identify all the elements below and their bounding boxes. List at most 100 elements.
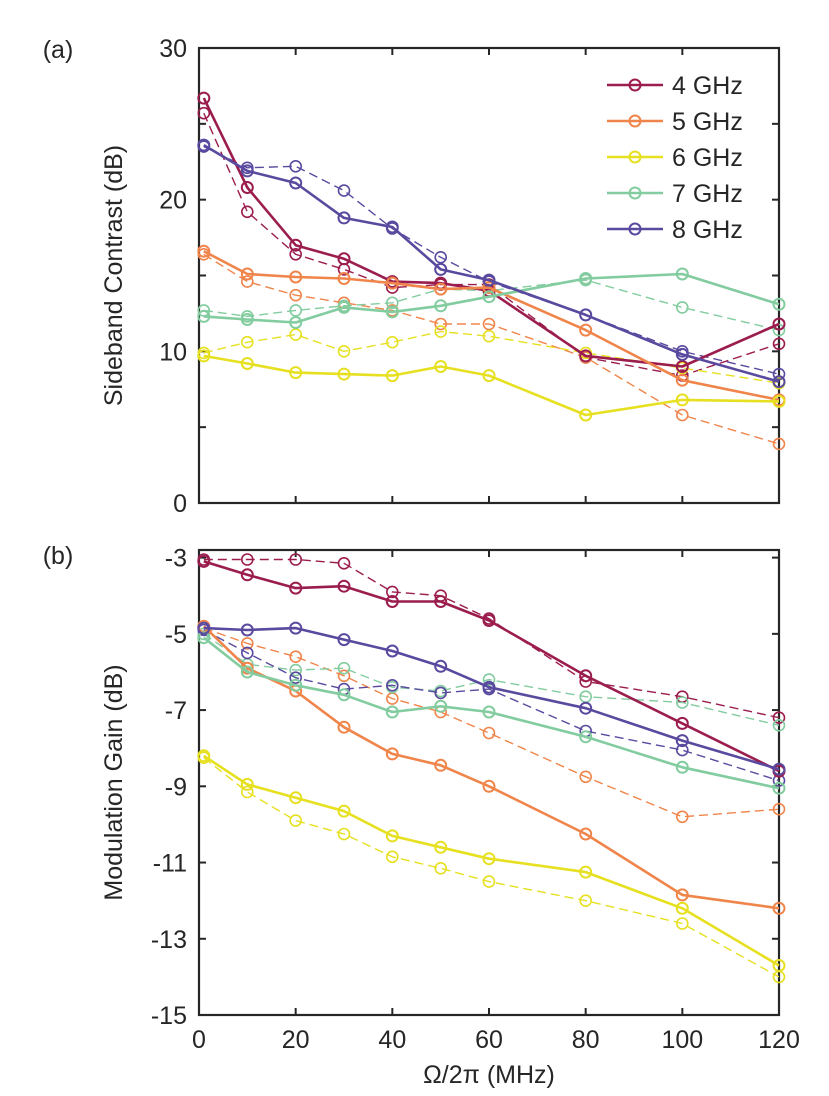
data-point bbox=[289, 650, 303, 664]
data-point bbox=[675, 301, 689, 314]
data-point bbox=[385, 369, 399, 383]
data-point bbox=[675, 734, 689, 748]
data-point bbox=[772, 394, 786, 408]
data-point bbox=[675, 393, 689, 407]
data-point bbox=[434, 861, 448, 875]
data-point bbox=[482, 680, 496, 694]
data-point bbox=[197, 631, 211, 645]
data-point bbox=[241, 205, 254, 219]
x-tick-label: 120 bbox=[758, 1026, 800, 1054]
data-point bbox=[289, 316, 303, 329]
series-5ghz-solid bbox=[197, 244, 786, 407]
data-point bbox=[385, 747, 399, 761]
x-tick-label: 80 bbox=[572, 1026, 600, 1054]
data-point bbox=[337, 211, 351, 225]
x-tick-label: 20 bbox=[282, 1026, 310, 1054]
series-6ghz-solid bbox=[197, 349, 786, 422]
data-point bbox=[337, 633, 351, 647]
data-point bbox=[772, 437, 786, 451]
data-point bbox=[197, 309, 211, 323]
data-point bbox=[337, 556, 351, 570]
data-point bbox=[385, 850, 399, 864]
x-tick-label: 100 bbox=[661, 1026, 703, 1054]
data-point bbox=[772, 781, 786, 795]
data-point bbox=[337, 184, 351, 197]
data-point bbox=[337, 669, 351, 683]
data-point bbox=[675, 696, 689, 709]
data-point bbox=[579, 730, 593, 744]
data-point bbox=[337, 272, 351, 285]
data-point bbox=[289, 304, 303, 317]
data-point bbox=[385, 296, 399, 310]
y-axis-label: Sideband Contrast (dB) bbox=[100, 145, 128, 406]
data-point bbox=[289, 791, 303, 805]
legend-item: 4 GHz bbox=[607, 72, 743, 100]
data-point bbox=[675, 917, 689, 930]
data-point bbox=[772, 718, 786, 732]
data-point bbox=[240, 313, 254, 326]
data-point bbox=[482, 369, 496, 383]
series-line bbox=[203, 250, 780, 402]
y-tick-label: 20 bbox=[159, 187, 187, 215]
y-tick-label: -11 bbox=[153, 850, 187, 878]
series-line bbox=[203, 272, 780, 324]
series-line bbox=[203, 279, 780, 331]
legend-label: 4 GHz bbox=[672, 72, 743, 100]
data-point bbox=[579, 701, 593, 715]
data-point bbox=[482, 875, 496, 888]
data-point bbox=[197, 91, 211, 105]
data-point bbox=[337, 827, 351, 841]
data-point bbox=[579, 308, 593, 322]
series-8ghz-solid bbox=[197, 138, 786, 389]
data-point bbox=[434, 758, 448, 772]
data-point bbox=[289, 663, 303, 677]
y-tick-label: -5 bbox=[165, 621, 187, 649]
data-point bbox=[197, 304, 211, 317]
data-point bbox=[772, 317, 786, 331]
series-line bbox=[202, 636, 780, 790]
data-point bbox=[385, 276, 399, 290]
data-point bbox=[289, 328, 303, 341]
series-7ghz-solid bbox=[197, 267, 786, 329]
data-point bbox=[579, 669, 593, 683]
data-point bbox=[579, 323, 593, 337]
series-line bbox=[203, 253, 780, 445]
data-point bbox=[772, 337, 786, 351]
data-point bbox=[385, 644, 399, 658]
x-tick-label: 60 bbox=[475, 1026, 503, 1054]
legend-label: 5 GHz bbox=[672, 108, 743, 136]
data-point bbox=[240, 267, 254, 281]
data-point bbox=[197, 106, 211, 120]
data-point bbox=[434, 325, 448, 338]
data-point bbox=[579, 272, 593, 285]
data-point bbox=[675, 267, 689, 281]
data-point bbox=[197, 621, 211, 635]
data-point bbox=[675, 347, 689, 361]
data-point bbox=[289, 581, 303, 595]
legend-marker bbox=[628, 222, 642, 236]
data-point bbox=[772, 802, 786, 816]
data-point bbox=[337, 252, 351, 266]
data-point bbox=[385, 305, 399, 319]
data-point bbox=[289, 621, 303, 635]
data-point bbox=[772, 711, 786, 725]
data-point bbox=[434, 317, 448, 331]
data-point bbox=[579, 894, 593, 908]
data-point bbox=[289, 248, 303, 261]
y-tick-label: -3 bbox=[165, 545, 187, 573]
series-4ghz-solid bbox=[197, 554, 786, 778]
data-point bbox=[241, 785, 254, 799]
data-point bbox=[197, 749, 211, 763]
data-point bbox=[482, 779, 496, 793]
series-line bbox=[203, 627, 780, 818]
data-point bbox=[337, 661, 351, 675]
data-point bbox=[241, 637, 254, 650]
data-point bbox=[434, 840, 448, 854]
legend-item: 6 GHz bbox=[607, 144, 743, 172]
series-5ghz-dashed bbox=[197, 621, 786, 824]
data-point bbox=[482, 317, 496, 331]
panel-label: (a) bbox=[43, 36, 74, 64]
data-point bbox=[434, 360, 448, 373]
data-point bbox=[772, 959, 786, 972]
data-point bbox=[240, 181, 254, 194]
